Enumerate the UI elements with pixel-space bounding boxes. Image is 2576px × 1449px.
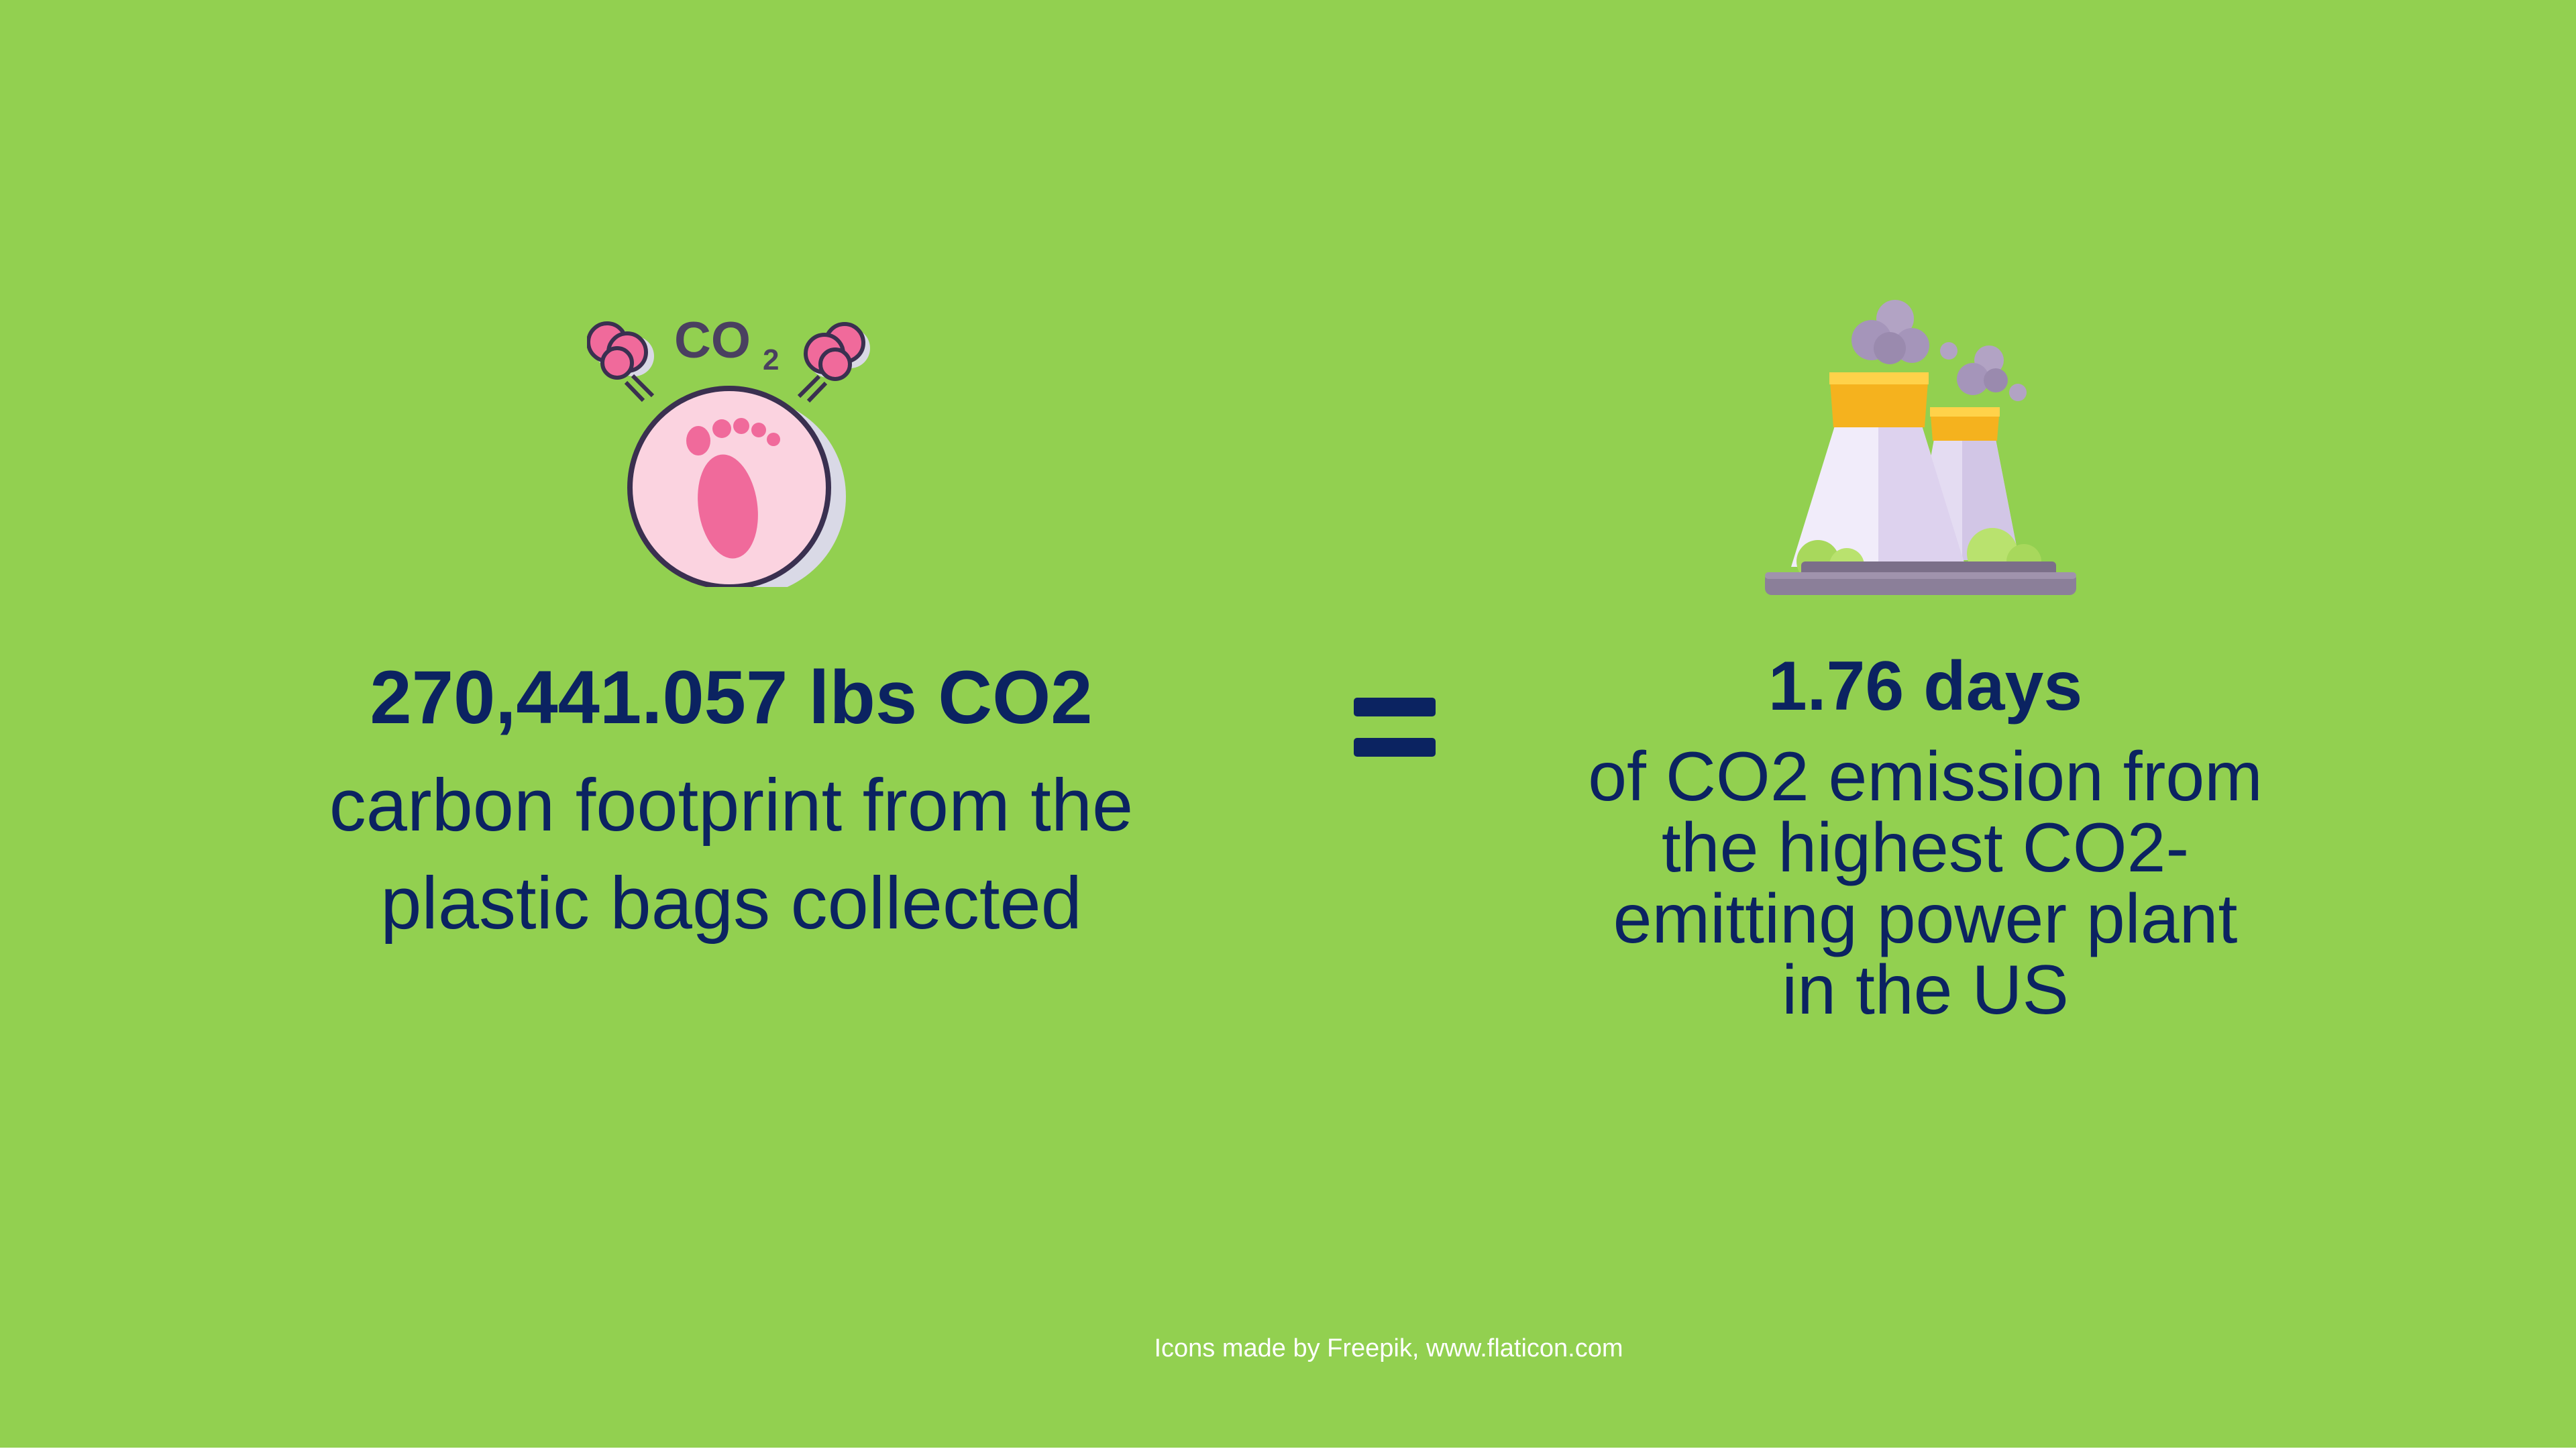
co2-icon-subscript: 2 <box>763 343 779 376</box>
bottom-divider <box>0 1448 2576 1449</box>
power-plant-description: of CO2 emission from the highest CO2- em… <box>1588 738 2263 1029</box>
carbon-footprint-icon: CO 2 <box>587 312 870 587</box>
equals-top-bar <box>1354 698 1436 716</box>
equals-icon <box>1354 698 1436 757</box>
carbon-footprint-description: carbon footprint from the plastic bags c… <box>329 764 1134 945</box>
equals-bottom-bar <box>1354 738 1436 757</box>
carbon-footprint-value: 270,441.057 lbs CO2 <box>370 655 1093 739</box>
icon-credit: Icons made by Freepik, www.flaticon.com <box>1154 1334 1623 1362</box>
left-stat-block: 270,441.057 lbs CO2 carbon footprint fro… <box>195 651 1268 953</box>
power-plant-icon <box>1765 300 2076 595</box>
co2-icon-label: CO <box>674 312 751 369</box>
power-plant-days-value: 1.76 days <box>1768 647 2083 725</box>
right-stat-block: 1.76 days of CO2 emission from the highe… <box>1496 641 2355 1026</box>
